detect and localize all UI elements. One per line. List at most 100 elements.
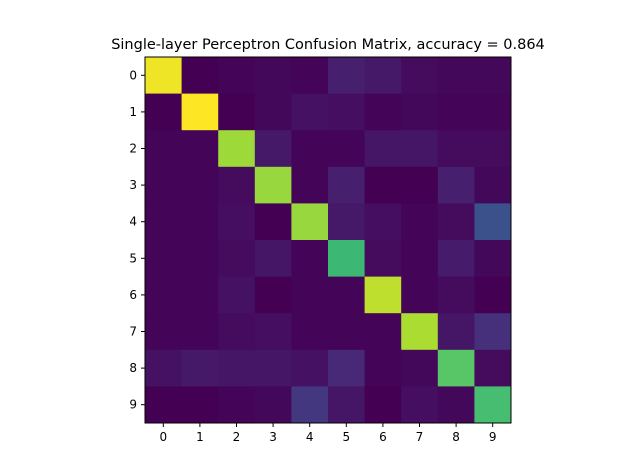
heatmap-cell-7-4 (291, 313, 329, 351)
x-tick-label-4: 4 (306, 430, 314, 444)
heatmap-cell-9-0 (145, 386, 183, 424)
heatmap-cell-0-9 (474, 57, 512, 95)
x-tick-label-5: 5 (342, 430, 350, 444)
heatmap-cell-9-1 (181, 386, 219, 424)
heatmap-cell-9-4 (291, 386, 329, 424)
heatmap-cell-5-7 (401, 240, 439, 278)
heatmap-cell-1-8 (437, 93, 475, 131)
heatmap-cell-3-2 (218, 166, 256, 204)
heatmap-cell-4-2 (218, 203, 256, 241)
heatmap-cell-8-8 (437, 349, 475, 387)
x-tick-label-2: 2 (233, 430, 241, 444)
y-tick-label-6: 6 (129, 288, 137, 302)
x-tick-label-7: 7 (416, 430, 424, 444)
heatmap-cell-9-9 (474, 386, 512, 424)
heatmap-cell-5-5 (328, 240, 366, 278)
heatmap-cell-9-8 (437, 386, 475, 424)
heatmap-cell-8-2 (218, 349, 256, 387)
heatmap-cell-2-8 (437, 130, 475, 168)
heatmap-cell-2-5 (328, 130, 366, 168)
heatmap-cell-3-5 (328, 166, 366, 204)
heatmap-cell-0-0 (145, 57, 183, 95)
heatmap-cell-6-8 (437, 276, 475, 314)
heatmap-cell-0-2 (218, 57, 256, 95)
chart-title: Single-layer Perceptron Confusion Matrix… (111, 37, 545, 53)
heatmap-cell-9-5 (328, 386, 366, 424)
heatmap-cell-0-5 (328, 57, 366, 95)
heatmap-cell-4-7 (401, 203, 439, 241)
heatmap-cell-6-3 (254, 276, 292, 314)
heatmap-cell-1-1 (181, 93, 219, 131)
heatmap-cell-3-0 (145, 166, 183, 204)
heatmap-cell-4-8 (437, 203, 475, 241)
heatmap-cell-7-3 (254, 313, 292, 351)
heatmap-cell-2-6 (364, 130, 402, 168)
x-tick-label-6: 6 (379, 430, 387, 444)
heatmap-cell-9-2 (218, 386, 256, 424)
heatmap-cell-8-0 (145, 349, 183, 387)
heatmap-cell-6-6 (364, 276, 402, 314)
x-tick-label-1: 1 (196, 430, 204, 444)
heatmap-cell-4-1 (181, 203, 219, 241)
heatmap-cell-8-7 (401, 349, 439, 387)
heatmap-cell-1-9 (474, 93, 512, 131)
heatmap-cell-6-4 (291, 276, 329, 314)
heatmap-cell-9-6 (364, 386, 402, 424)
y-tick-label-3: 3 (129, 178, 137, 192)
heatmap-cell-6-0 (145, 276, 183, 314)
heatmap-cells (145, 57, 512, 424)
y-tick-label-2: 2 (129, 142, 137, 156)
heatmap-cell-8-9 (474, 349, 512, 387)
heatmap-cell-2-1 (181, 130, 219, 168)
heatmap-cell-5-6 (364, 240, 402, 278)
heatmap-cell-2-4 (291, 130, 329, 168)
heatmap-cell-2-0 (145, 130, 183, 168)
heatmap-cell-1-7 (401, 93, 439, 131)
heatmap-cell-1-4 (291, 93, 329, 131)
heatmap-cell-1-5 (328, 93, 366, 131)
heatmap-cell-7-6 (364, 313, 402, 351)
heatmap-cell-3-6 (364, 166, 402, 204)
heatmap-cell-3-1 (181, 166, 219, 204)
y-tick-label-8: 8 (129, 361, 137, 375)
heatmap-cell-1-6 (364, 93, 402, 131)
y-tick-label-5: 5 (129, 251, 137, 265)
heatmap-cell-6-9 (474, 276, 512, 314)
heatmap-cell-4-6 (364, 203, 402, 241)
heatmap-cell-4-0 (145, 203, 183, 241)
heatmap-cell-7-7 (401, 313, 439, 351)
heatmap-cell-3-8 (437, 166, 475, 204)
heatmap-cell-5-8 (437, 240, 475, 278)
heatmap-cell-0-1 (181, 57, 219, 95)
heatmap-cell-5-4 (291, 240, 329, 278)
heatmap-cell-2-9 (474, 130, 512, 168)
heatmap-cell-3-7 (401, 166, 439, 204)
heatmap-cell-7-0 (145, 313, 183, 351)
heatmap-cell-6-5 (328, 276, 366, 314)
heatmap-cell-0-3 (254, 57, 292, 95)
heatmap-cell-1-2 (218, 93, 256, 131)
heatmap-cell-1-0 (145, 93, 183, 131)
y-tick-label-9: 9 (129, 398, 137, 412)
heatmap-cell-4-3 (254, 203, 292, 241)
x-tick-label-3: 3 (269, 430, 277, 444)
heatmap-cell-8-1 (181, 349, 219, 387)
heatmap-cell-0-8 (437, 57, 475, 95)
y-axis: 0 1 2 3 4 5 6 7 8 9 (129, 68, 145, 412)
heatmap-cell-8-6 (364, 349, 402, 387)
heatmap-cell-5-2 (218, 240, 256, 278)
heatmap-cell-2-2 (218, 130, 256, 168)
heatmap-cell-7-5 (328, 313, 366, 351)
heatmap-cell-3-3 (254, 166, 292, 204)
heatmap-cell-5-0 (145, 240, 183, 278)
y-tick-label-0: 0 (129, 68, 137, 82)
y-tick-label-4: 4 (129, 215, 137, 229)
heatmap-cell-7-9 (474, 313, 512, 351)
heatmap-cell-9-7 (401, 386, 439, 424)
heatmap-cell-4-5 (328, 203, 366, 241)
heatmap-cell-4-9 (474, 203, 512, 241)
y-tick-label-7: 7 (129, 325, 137, 339)
heatmap-cell-5-9 (474, 240, 512, 278)
heatmap-cell-6-2 (218, 276, 256, 314)
heatmap-cell-8-3 (254, 349, 292, 387)
